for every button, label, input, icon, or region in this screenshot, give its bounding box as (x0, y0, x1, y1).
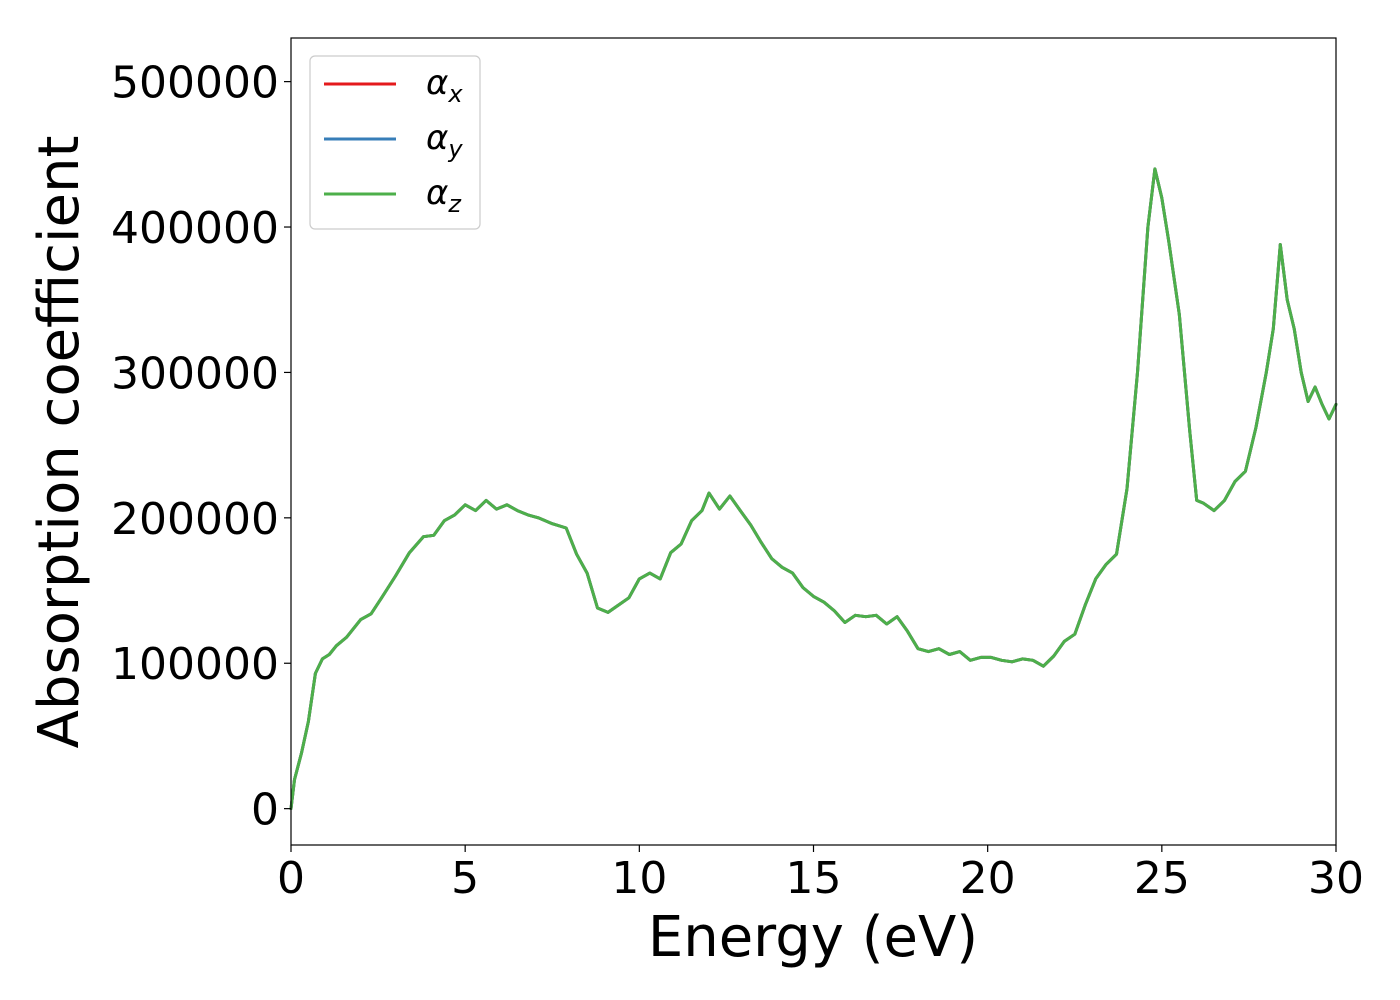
plot-area (289, 37, 1338, 846)
legend-box (309, 55, 481, 230)
x-tick-label: 0 (277, 853, 305, 904)
legend-label-y: αy (426, 118, 463, 163)
x-tick-label: 5 (451, 853, 479, 904)
x-tick-label: 30 (1308, 853, 1364, 904)
legend-label-z: αz (426, 173, 462, 218)
y-tick-label: 500000 (111, 58, 279, 109)
x-axis-title: Energy (eV) (648, 905, 978, 970)
y-tick-label: 300000 (111, 348, 279, 399)
y-tick-label: 0 (251, 785, 279, 836)
x-tick-label: 10 (611, 853, 667, 904)
y-tick-label: 400000 (111, 203, 279, 254)
series-line-z (289, 167, 1338, 811)
y-axis-title: Absorption coefficient (27, 136, 92, 749)
legend: αx αy αz (309, 55, 481, 230)
y-tick-label: 100000 (111, 639, 279, 690)
x-tick-label: 15 (786, 853, 842, 904)
y-axis: 0 100000 200000 300000 400000 500000 (111, 58, 291, 836)
legend-label-x: αx (426, 63, 463, 108)
x-axis: 0 5 10 15 20 25 30 (277, 845, 1364, 904)
y-tick-label: 200000 (111, 494, 279, 545)
x-tick-label: 20 (960, 853, 1016, 904)
x-tick-label: 25 (1134, 853, 1190, 904)
